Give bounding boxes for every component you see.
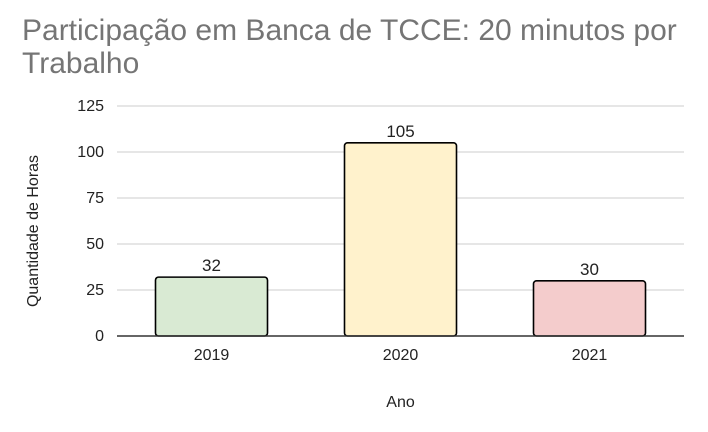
y-tick-label: 0 — [95, 328, 104, 345]
data-label: 32 — [202, 256, 221, 275]
x-tick-label: 2020 — [383, 347, 419, 364]
x-tick-label: 2019 — [194, 347, 230, 364]
y-tick-label: 75 — [86, 190, 104, 207]
y-tick-label: 50 — [86, 236, 104, 253]
bar — [343, 142, 458, 337]
y-tick-label: 125 — [77, 98, 104, 115]
y-axis-title: Quantidade de Horas — [25, 155, 42, 307]
x-tick-label: 2021 — [572, 347, 608, 364]
y-tick-label: 25 — [86, 282, 104, 299]
y-axis-ticks: 0 25 50 75 100 125 — [77, 98, 104, 345]
bars — [154, 142, 647, 337]
bar — [154, 276, 269, 337]
x-axis-ticks: 2019 2020 2021 — [194, 347, 608, 364]
data-labels: 32 105 30 — [202, 122, 599, 279]
data-label: 30 — [580, 260, 599, 279]
data-label: 105 — [386, 122, 414, 141]
bar — [532, 279, 647, 337]
chart-title: Participação em Banca de TCCE: 20 minuto… — [22, 14, 677, 80]
x-axis-title: Ano — [386, 394, 415, 411]
y-tick-label: 100 — [77, 144, 104, 161]
